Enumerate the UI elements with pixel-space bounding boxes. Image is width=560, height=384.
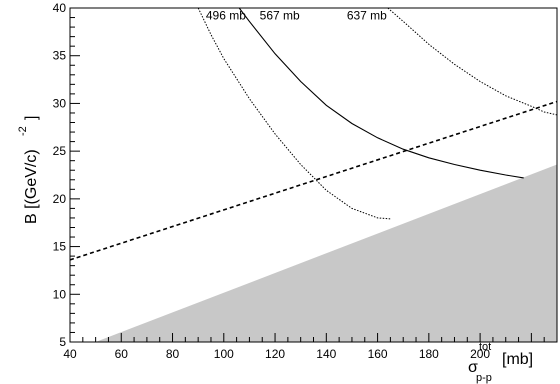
y-axis-title: B [(GeV/c) -2] [17, 116, 40, 224]
y-tick-label: 30 [53, 96, 67, 110]
x-axis-title-sup: tot [479, 341, 491, 353]
x-tick-label: 60 [115, 347, 129, 361]
contour-label: 496 mb [206, 8, 246, 22]
y-axis-title-main: B [(GeV/c) [23, 149, 40, 224]
x-tick-label: 120 [265, 347, 285, 361]
y-tick-label: 20 [53, 192, 67, 206]
y-tick-label: 40 [53, 1, 67, 15]
excluded-region [95, 164, 557, 342]
y-tick-label: 10 [53, 287, 67, 301]
x-axis-title-sub: p-p [476, 372, 492, 384]
axes [69, 7, 558, 343]
contour-567-mb [238, 8, 524, 179]
chart-marks [70, 8, 557, 342]
contour-637-mb [387, 8, 557, 116]
x-tick-label: 100 [214, 347, 234, 361]
chart-labels: 496 mb 567 mb 637 mb 40 60 80 100 120 140 160 180 2… [17, 1, 533, 384]
x-axis-title-sigma: σ [468, 359, 478, 376]
fit-line-dashed [70, 100, 557, 261]
x-tick-label: 140 [316, 347, 336, 361]
x-tick-label: 40 [63, 347, 77, 361]
x-tick-label: 180 [419, 347, 439, 361]
contour-label: 567 mb [260, 8, 300, 22]
x-tick-label: 80 [166, 347, 180, 361]
x-tick-label: 160 [368, 347, 388, 361]
x-tick-label: 200 [470, 347, 490, 361]
y-axis-title-close: ] [23, 116, 40, 120]
y-axis-title-sup: -2 [17, 126, 29, 136]
y-tick-label: 15 [53, 240, 67, 254]
contour-496-mb [197, 8, 391, 220]
contour-label: 637 mb [347, 8, 387, 22]
y-tick-label: 25 [53, 144, 67, 158]
x-axis-title-unit: [mb] [502, 351, 533, 368]
y-tick-label: 35 [53, 49, 67, 63]
y-tick-label: 5 [59, 335, 66, 349]
